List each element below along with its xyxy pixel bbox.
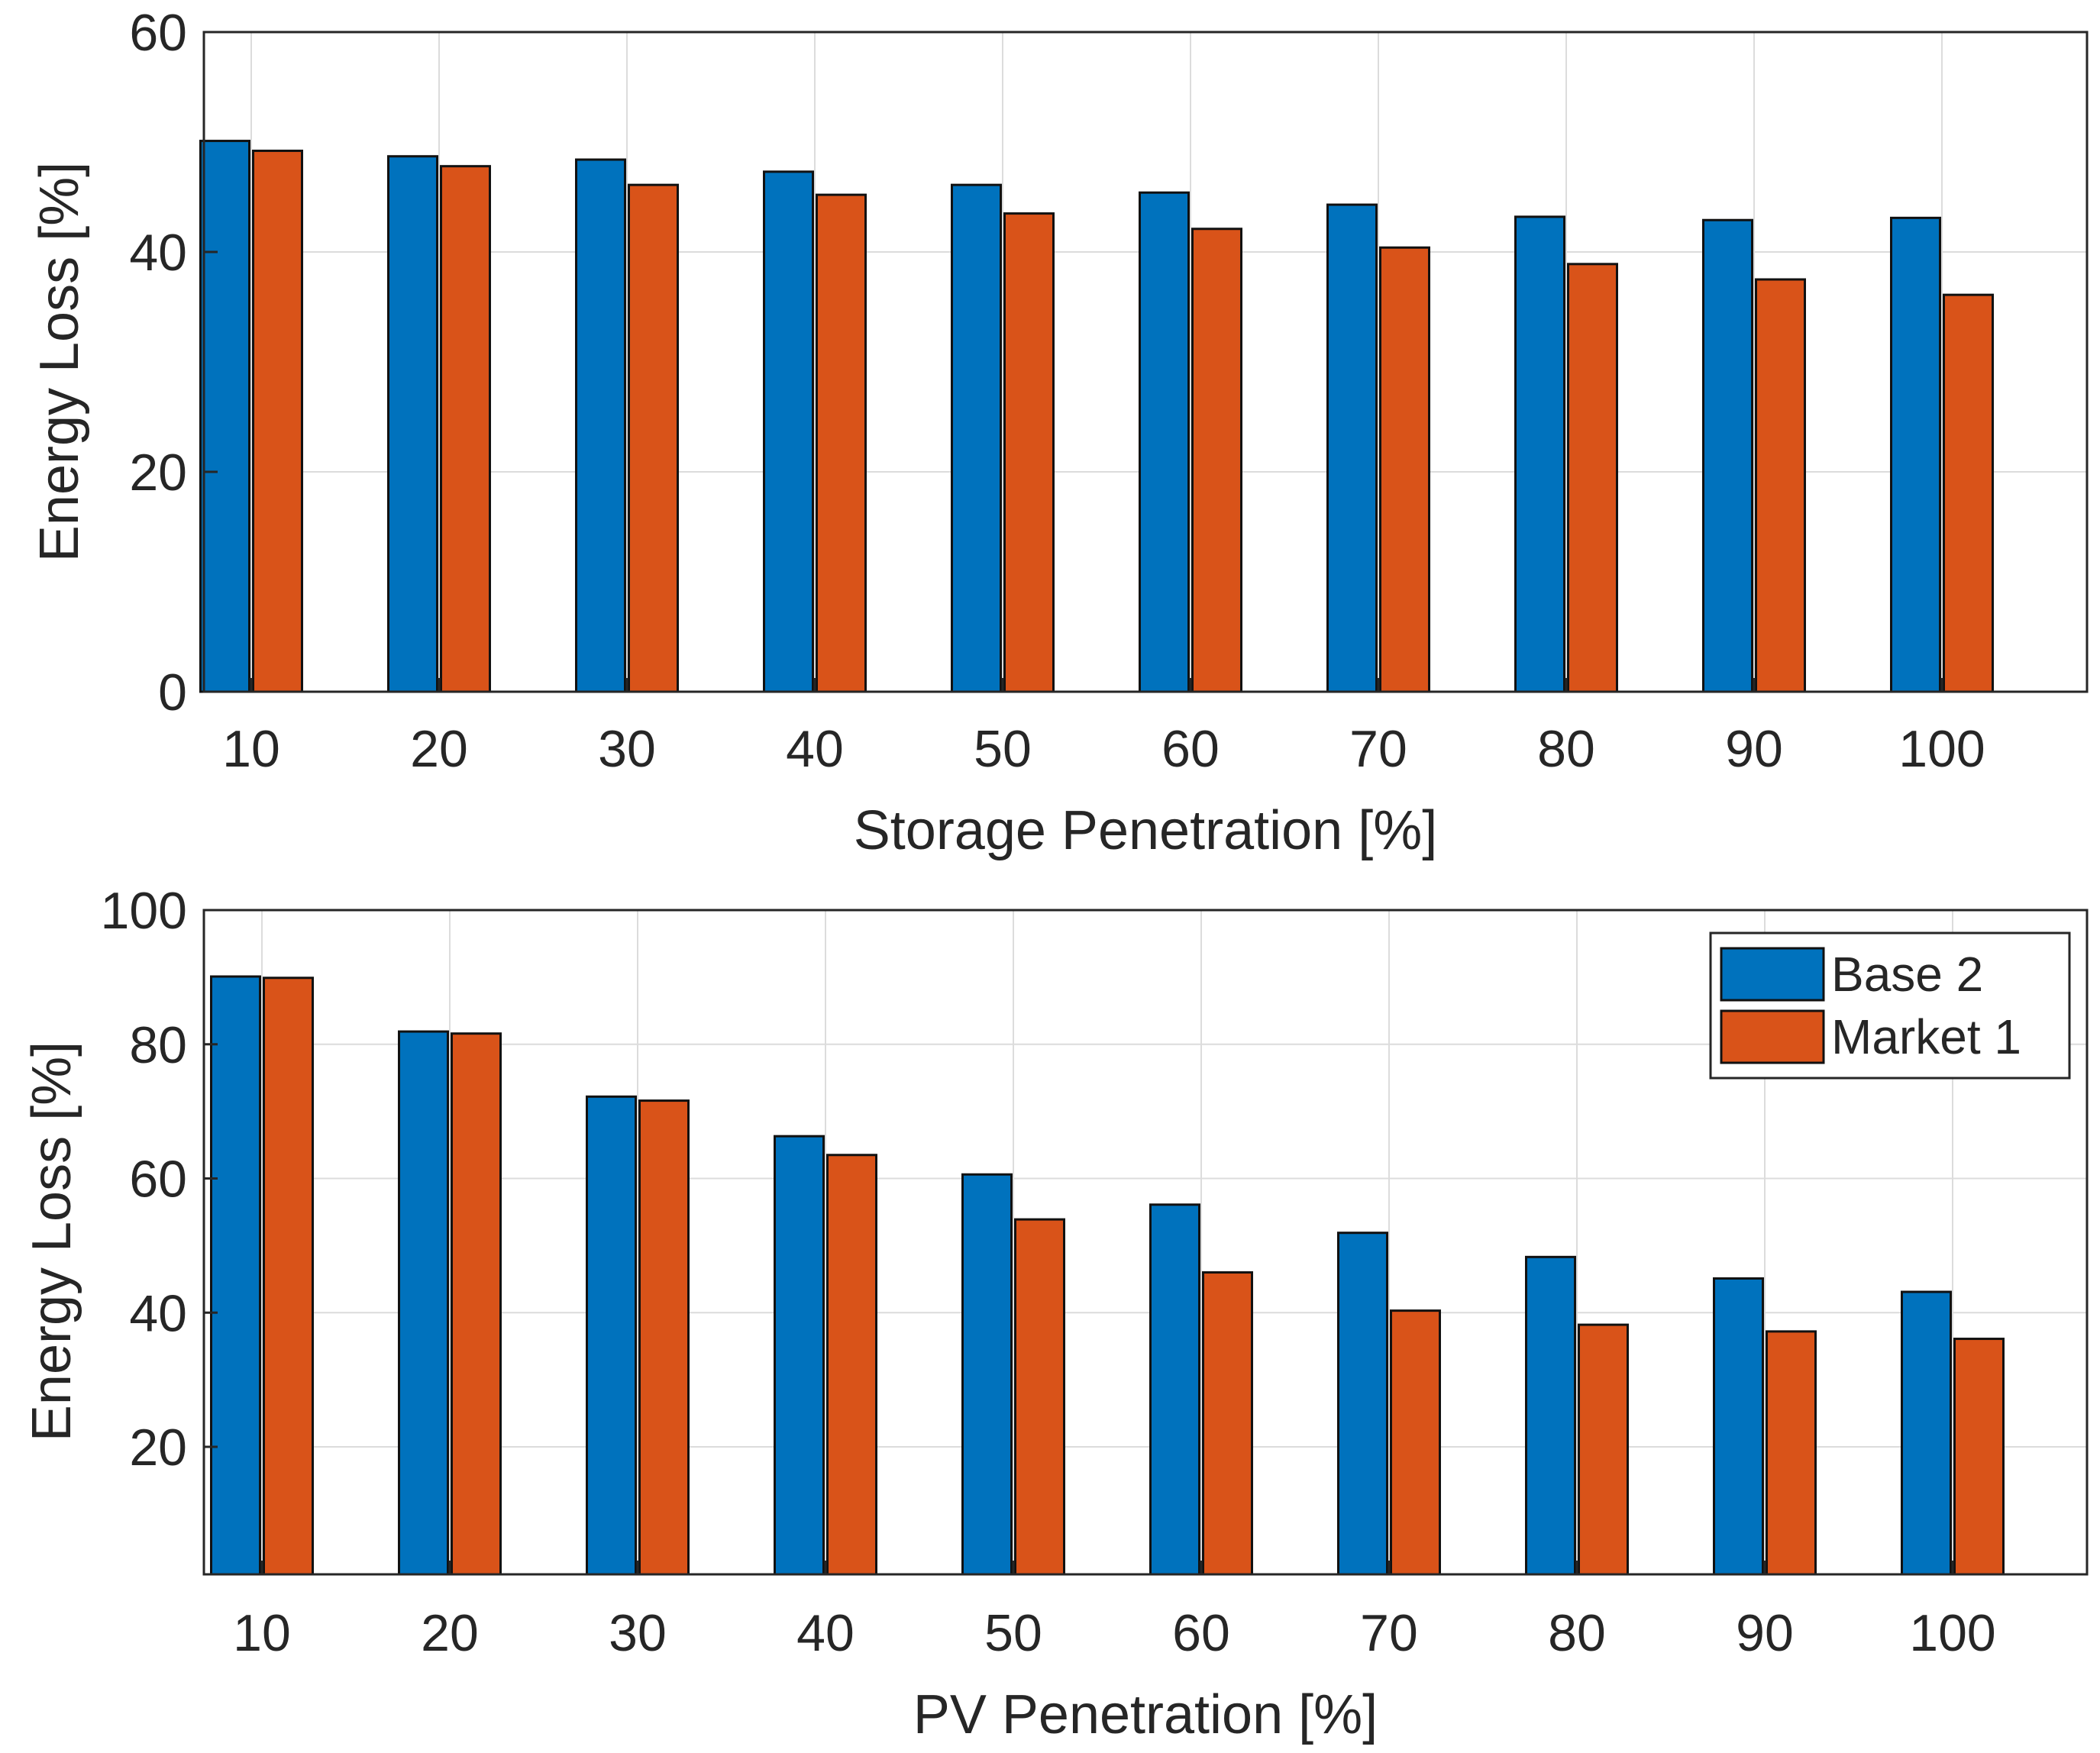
- bar-market-1: [451, 1032, 502, 1576]
- axes-frame: [202, 909, 2089, 1576]
- bar-base-2: [1326, 203, 1378, 693]
- bar-base-2: [387, 155, 438, 693]
- x-tick-label: 90: [1725, 720, 1783, 778]
- bar-market-1: [1567, 263, 1618, 693]
- x-tick-label: 80: [1537, 720, 1595, 778]
- bar-market-1: [638, 1099, 690, 1576]
- y-tick-label: 80: [129, 1016, 187, 1074]
- x-tick-label: 60: [1172, 1604, 1230, 1662]
- legend-swatch-market-1: [1720, 1009, 1825, 1064]
- x-axis-label: PV Penetration [%]: [913, 1684, 1378, 1745]
- bar-base-2: [1514, 215, 1565, 693]
- x-tick-label: 70: [1349, 720, 1407, 778]
- bar-market-1: [816, 193, 867, 693]
- y-axis-label: Energy Loss [%]: [21, 1041, 82, 1441]
- bar-base-2: [586, 1095, 637, 1576]
- x-tick-label: 70: [1360, 1604, 1418, 1662]
- legend-swatch-base-2: [1720, 947, 1825, 1002]
- x-tick-label: 90: [1736, 1604, 1794, 1662]
- y-tick-label: 100: [101, 882, 187, 940]
- bar-market-1: [628, 183, 679, 693]
- bar-market-1: [1943, 293, 1994, 693]
- bar-market-1: [1014, 1218, 1065, 1576]
- x-tick-label: 10: [222, 720, 280, 778]
- bar-base-2: [1713, 1277, 1764, 1576]
- bar-base-2: [575, 158, 626, 693]
- x-tick-label: 30: [609, 1604, 667, 1662]
- bar-market-1: [826, 1154, 877, 1576]
- legend-label-market-1: Market 1: [1831, 1009, 2021, 1064]
- storage-penetration-chart: 0 20 40 60 10 20 30 40 50 60 70 80 90 100 Storage Pene…: [29, 4, 2089, 861]
- y-tick-label: 60: [129, 1151, 187, 1209]
- x-tick-label: 50: [984, 1604, 1042, 1662]
- bar-base-2: [1525, 1255, 1576, 1576]
- x-tick-label: 80: [1548, 1604, 1606, 1662]
- x-tick-label: 40: [796, 1604, 855, 1662]
- x-tick-label: 100: [1909, 1604, 1995, 1662]
- bar-market-1: [440, 165, 491, 693]
- bar-base-2: [961, 1173, 1013, 1576]
- x-tick-label: 20: [410, 720, 468, 778]
- x-tick-label: 40: [786, 720, 844, 778]
- y-tick-label: 20: [129, 444, 187, 502]
- y-tick-label: 0: [158, 663, 187, 722]
- x-tick-label: 100: [1898, 720, 1985, 778]
- y-tick-label: 40: [129, 1284, 187, 1342]
- y-tick-label: 20: [129, 1419, 187, 1477]
- bar-market-1: [1953, 1338, 2005, 1576]
- y-tick-label: 40: [129, 224, 187, 282]
- bar-base-2: [774, 1135, 825, 1576]
- bar-market-1: [1379, 246, 1430, 693]
- legend: Base 2 Market 1: [1709, 931, 2071, 1080]
- bar-market-1: [263, 977, 314, 1576]
- bar-market-1: [1202, 1271, 1253, 1576]
- x-tick-label: 20: [421, 1604, 479, 1662]
- bar-base-2: [1702, 218, 1753, 693]
- legend-label-base-2: Base 2: [1831, 947, 1983, 1002]
- x-axis-label: Storage Penetration [%]: [854, 800, 1437, 861]
- bar-market-1: [1003, 212, 1055, 693]
- bar-market-1: [252, 150, 303, 693]
- axes-frame: [202, 31, 2089, 693]
- bar-base-2: [199, 140, 250, 693]
- y-axis-label: Energy Loss [%]: [29, 162, 90, 562]
- bar-market-1: [1578, 1323, 1629, 1576]
- pv-penetration-chart: 20 40 60 80 100 10 20 30 40 50 60 70 80 90 100 PV Penet…: [21, 882, 2089, 1745]
- y-tick-label: 60: [129, 4, 187, 62]
- bar-market-1: [1766, 1330, 1817, 1576]
- bar-base-2: [951, 183, 1002, 693]
- bar-base-2: [210, 975, 261, 1576]
- bar-base-2: [1139, 191, 1190, 693]
- bar-base-2: [1901, 1290, 1952, 1576]
- bar-base-2: [763, 170, 814, 693]
- bar-base-2: [1890, 216, 1941, 693]
- x-tick-label: 30: [598, 720, 656, 778]
- bar-base-2: [1149, 1203, 1200, 1576]
- bar-base-2: [398, 1030, 449, 1576]
- bar-market-1: [1755, 278, 1806, 693]
- bar-market-1: [1390, 1309, 1441, 1576]
- bar-market-1: [1191, 228, 1242, 693]
- x-tick-label: 10: [233, 1604, 291, 1662]
- bar-base-2: [1337, 1232, 1388, 1576]
- x-tick-label: 50: [974, 720, 1032, 778]
- x-tick-label: 60: [1161, 720, 1220, 778]
